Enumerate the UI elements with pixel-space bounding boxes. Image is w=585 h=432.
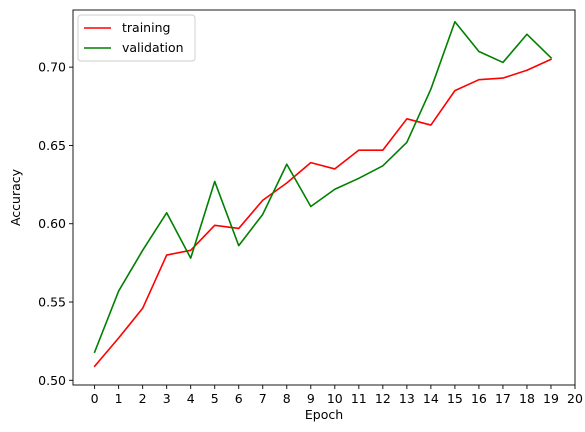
x-tick-label-12: 12: [375, 391, 391, 406]
x-tick-label-16: 16: [471, 391, 487, 406]
x-tick-label-20: 20: [567, 391, 583, 406]
x-tick-label-4: 4: [187, 391, 195, 406]
x-tick-label-13: 13: [399, 391, 415, 406]
plot-frame: [72, 9, 576, 386]
x-tick-label-11: 11: [351, 391, 367, 406]
x-tick-label-17: 17: [495, 391, 511, 406]
legend: training validation: [77, 14, 196, 62]
x-tick-label-15: 15: [447, 391, 463, 406]
y-tick-label-0: 0.50: [38, 373, 66, 388]
x-tick-label-14: 14: [423, 391, 439, 406]
x-tick-label-18: 18: [519, 391, 535, 406]
y-tick-label-4: 0.70: [38, 60, 66, 75]
x-tick-label-2: 2: [139, 391, 147, 406]
y-tick-label-1: 0.55: [38, 295, 66, 310]
legend-box: [77, 14, 196, 62]
x-tick-label-7: 7: [259, 391, 267, 406]
x-tick-label-1: 1: [115, 391, 123, 406]
series-layer: [93, 20, 553, 368]
y-axis-label: Accuracy: [8, 168, 23, 226]
x-tick-label-3: 3: [163, 391, 171, 406]
x-tick-label-5: 5: [211, 391, 219, 406]
series-line-training: [93, 58, 553, 368]
legend-label-training: training: [122, 20, 170, 35]
y-tick-label-2: 0.60: [38, 216, 66, 231]
series-line-validation: [93, 20, 553, 354]
x-tick-label-8: 8: [283, 391, 291, 406]
x-tick-label-0: 0: [91, 391, 99, 406]
x-tick-label-9: 9: [307, 391, 315, 406]
x-tick-label-10: 10: [327, 391, 343, 406]
x-axis-label: Epoch: [305, 407, 343, 422]
x-tick-label-19: 19: [543, 391, 559, 406]
x-tick-label-6: 6: [235, 391, 243, 406]
y-axis: 0.50 0.55 0.60 0.65 0.70: [38, 60, 73, 388]
x-axis: 0 1 2 3 4 5 6 7 8 9 10 11 12 13 14 15 16 17 18 19 20: [91, 385, 583, 406]
legend-label-validation: validation: [122, 40, 184, 55]
y-tick-label-3: 0.65: [38, 138, 66, 153]
